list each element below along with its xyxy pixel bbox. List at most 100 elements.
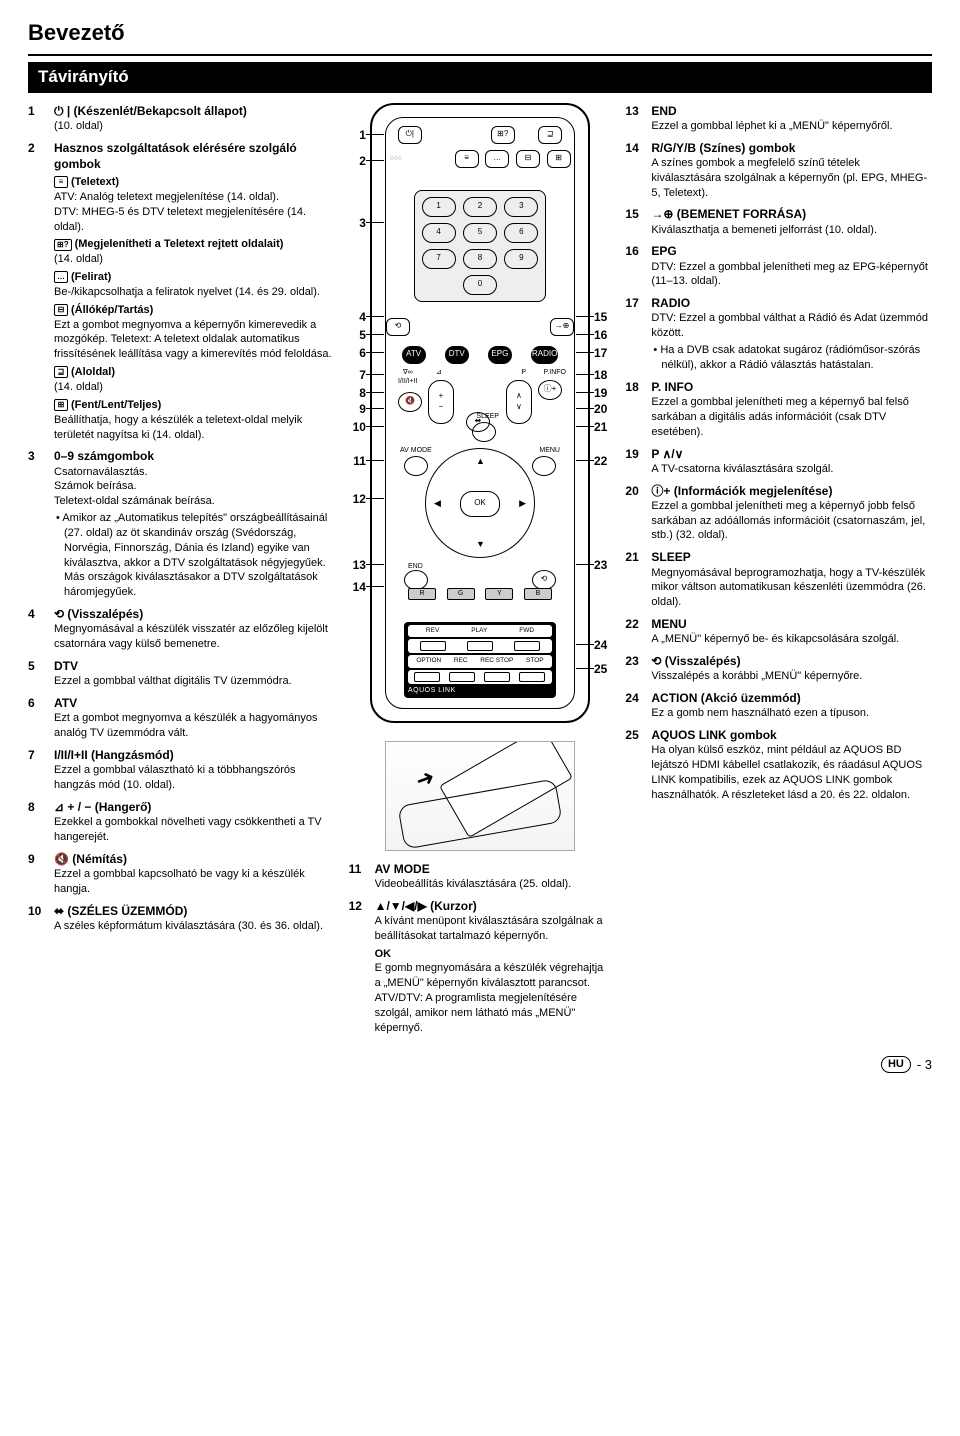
callout-right-21: 21 bbox=[594, 419, 616, 435]
columns: 1⏻ | (Készenlét/Bekapcsolt állapot)(10. … bbox=[28, 103, 932, 1042]
entry-text: Csatornaválasztás. Számok beírása. Telet… bbox=[54, 465, 335, 510]
entry-heading: AV MODE bbox=[375, 861, 612, 877]
entry-1: 1⏻ | (Készenlét/Bekapcsolt állapot)(10. … bbox=[28, 103, 335, 134]
sub-text: Ezt a gombot megnyomva a képernyőn kimer… bbox=[54, 318, 335, 363]
sub-text: Beállíthatja, hogy a készülék a teletext… bbox=[54, 413, 335, 443]
red-button: R bbox=[408, 588, 436, 600]
callout-left-10: 10 bbox=[344, 419, 366, 435]
entry-number: 21 bbox=[625, 549, 645, 610]
entry-heading: SLEEP bbox=[651, 549, 932, 565]
sub-entry: ⊞(Fent/Lent/Teljes)Beállíthatja, hogy a … bbox=[54, 398, 335, 443]
channel-rocker: ∧∨ bbox=[506, 380, 532, 424]
entry-number: 5 bbox=[28, 658, 48, 689]
blue-button: B bbox=[524, 588, 552, 600]
callout-left-5: 5 bbox=[344, 327, 366, 343]
sub-entry: ⊒(Aloldal)(14. oldal) bbox=[54, 365, 335, 395]
entry-text: A TV-csatorna kiválasztására szolgál. bbox=[651, 462, 932, 477]
sub-entry: …(Felirat)Be-/kikapcsolhatja a feliratok… bbox=[54, 270, 335, 300]
entry-number: 8 bbox=[28, 799, 48, 845]
entry-20: 20ⓘ+ (Információk megjelenítése)Ezzel a … bbox=[625, 483, 932, 544]
numkey-6: 6 bbox=[504, 223, 538, 243]
entry-heading: ⟲ (Visszalépés) bbox=[54, 606, 335, 622]
numkey-2: 2 bbox=[463, 197, 497, 217]
footer: HU - 3 bbox=[28, 1056, 932, 1074]
teletext-icon: ≡ bbox=[54, 176, 68, 188]
entry-15: 15→⊕ (BEMENET FORRÁSA)Kiválaszthatja a b… bbox=[625, 206, 932, 237]
col-left: 1⏻ | (Készenlét/Bekapcsolt állapot)(10. … bbox=[28, 103, 335, 1042]
epg-button: EPG bbox=[488, 346, 512, 364]
entry-body: ATVEzt a gombot megnyomva a készülék a h… bbox=[54, 695, 335, 741]
entry-body: ⬌ (SZÉLES ÜZEMMÓD)A széles képformátum k… bbox=[54, 903, 335, 934]
cursor-ring: OK ▲ ▼ ◀ ▶ bbox=[425, 448, 535, 558]
entry-21: 21 SLEEPMegnyomásával beprogramozhatja, h… bbox=[625, 549, 932, 610]
entry-heading: ⬌ (SZÉLES ÜZEMMÓD) bbox=[54, 903, 335, 919]
entry-text: DTV: Ezzel a gombbal jelenítheti meg az … bbox=[651, 260, 932, 290]
entry-24: 24ACTION (Akció üzemmód)Ez a gomb nem ha… bbox=[625, 690, 932, 721]
numkey-5: 5 bbox=[463, 223, 497, 243]
remote-open-illustration: ➜ bbox=[385, 741, 575, 851]
entry-17: 17RADIODTV: Ezzel a gombbal válthat a Rá… bbox=[625, 295, 932, 373]
entry-text: Ezzel a gombbal kapcsolható be vagy ki a… bbox=[54, 867, 335, 897]
entry-body: ▲/▼/◀/▶ (Kurzor)A kívánt menüpont kivála… bbox=[375, 898, 612, 1036]
callout-left-4: 4 bbox=[344, 309, 366, 325]
entry-25: 25AQUOS LINK gombokHa olyan külső eszköz… bbox=[625, 727, 932, 803]
entry-heading: RADIO bbox=[651, 295, 932, 311]
sub-heading: ≡(Teletext) bbox=[54, 175, 335, 190]
entry-text: Ezzel a gombbal jelenítheti meg a képern… bbox=[651, 395, 932, 440]
entry-23: 23⟲ (Visszalépés)Visszalépés a korábbi „… bbox=[625, 653, 932, 684]
callout-left-14: 14 bbox=[344, 579, 366, 595]
aquos-link-block: REV PLAY FWD OPTION REC REC STOP STOP AQ… bbox=[404, 622, 556, 698]
entry-heading: P. INFO bbox=[651, 379, 932, 395]
entry-text: A széles képformátum kiválasztására (30.… bbox=[54, 919, 335, 934]
entry-heading: DTV bbox=[54, 658, 335, 674]
entry-body: R/G/Y/B (Színes) gombokA színes gombok a… bbox=[651, 140, 932, 201]
entry-text: Megnyomásával beprogramozhatja, hogy a T… bbox=[651, 566, 932, 611]
entry-4: 4⟲ (Visszalépés)Megnyomásával a készülék… bbox=[28, 606, 335, 652]
sub-heading: ⊞(Fent/Lent/Teljes) bbox=[54, 398, 335, 413]
numkey-3: 3 bbox=[504, 197, 538, 217]
col-mid: ⏻| ⊞? ⊒ ○○○ ≡ … ⊟ ⊞ 1234567890 ⟲ bbox=[349, 103, 612, 1042]
entry-body: ⏻ | (Készenlét/Bekapcsolt állapot)(10. o… bbox=[54, 103, 335, 134]
entry-body: →⊕ (BEMENET FORRÁSA)Kiválaszthatja a bem… bbox=[651, 206, 932, 237]
entry-12: 12▲/▼/◀/▶ (Kurzor)A kívánt menüpont kivá… bbox=[349, 898, 612, 1036]
entry-heading: →⊕ (BEMENET FORRÁSA) bbox=[651, 206, 932, 222]
teletext-icon: … bbox=[54, 271, 68, 283]
sub-text: Be-/kikapcsolhatja a feliratok nyelvet (… bbox=[54, 285, 335, 300]
entry-heading: EPG bbox=[651, 243, 932, 259]
entry-heading: MENU bbox=[651, 616, 932, 632]
callout-right-22: 22 bbox=[594, 453, 616, 469]
power-button: ⏻| bbox=[398, 126, 422, 144]
callout-left-9: 9 bbox=[344, 401, 366, 417]
teletext-icon: ⊟ bbox=[54, 304, 68, 316]
sub-entry: OKE gomb megnyomására a készülék végreha… bbox=[375, 947, 612, 1036]
numkey-9: 9 bbox=[504, 249, 538, 269]
sub-entry: ≡(Teletext)ATV: Analóg teletext megjelen… bbox=[54, 175, 335, 234]
entry-19: 19P ∧/∨A TV-csatorna kiválasztására szol… bbox=[625, 446, 932, 477]
sub-text: (14. oldal) bbox=[54, 252, 335, 267]
entry-body: MENUA „MENÜ" képernyő be- és kikapcsolás… bbox=[651, 616, 932, 647]
numkey-7: 7 bbox=[422, 249, 456, 269]
entry-number: 19 bbox=[625, 446, 645, 477]
menu-button bbox=[532, 456, 556, 476]
lang-badge: HU bbox=[881, 1056, 911, 1073]
entry-body: AQUOS LINK gombokHa olyan külső eszköz, … bbox=[651, 727, 932, 803]
entry-body: Hasznos szolgáltatások elérésére szolgál… bbox=[54, 140, 335, 443]
entry-body: ⟲ (Visszalépés)Visszalépés a korábbi „ME… bbox=[651, 653, 932, 684]
teletext-icon: ⊞? bbox=[54, 239, 72, 251]
callout-right-23: 23 bbox=[594, 557, 616, 573]
sub-text: E gomb megnyomására a készülék végrehajt… bbox=[375, 961, 612, 1035]
subtitle-button: … bbox=[485, 150, 509, 168]
entry-heading: ⊿ + / − (Hangerő) bbox=[54, 799, 335, 815]
callout-left-8: 8 bbox=[344, 385, 366, 401]
entry-2: 2Hasznos szolgáltatások elérésére szolgá… bbox=[28, 140, 335, 443]
entry-22: 22MENUA „MENÜ" képernyő be- és kikapcsol… bbox=[625, 616, 932, 647]
numkey-4: 4 bbox=[422, 223, 456, 243]
size-button: ⊞ bbox=[547, 150, 571, 168]
end-button bbox=[404, 570, 428, 590]
subpage-button: ⊒ bbox=[538, 126, 562, 144]
entry-text: A „MENÜ" képernyő be- és kikapcsolására … bbox=[651, 632, 932, 647]
entry-text: Ha olyan külső eszköz, mint például az A… bbox=[651, 743, 932, 802]
entry-number: 4 bbox=[28, 606, 48, 652]
mute-button: 🔇 bbox=[398, 392, 422, 412]
number-pad: 1234567890 bbox=[414, 190, 546, 302]
